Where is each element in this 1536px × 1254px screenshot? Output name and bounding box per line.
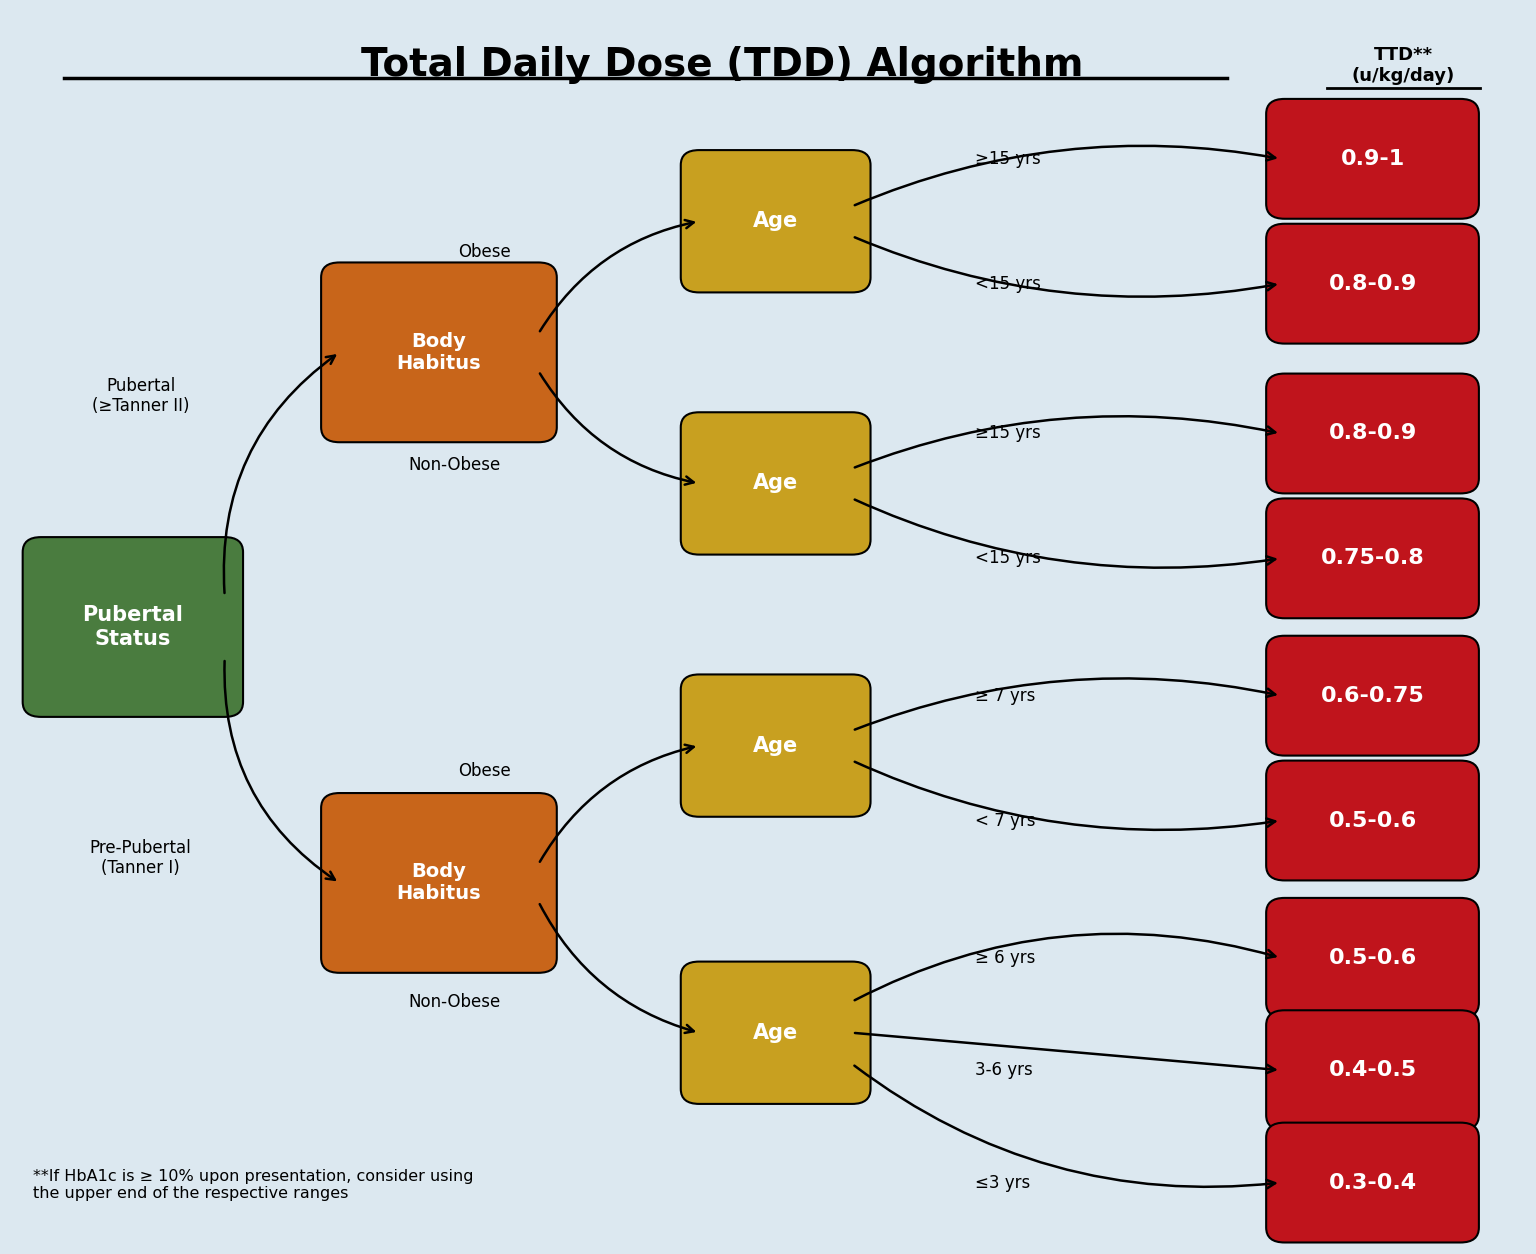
- FancyBboxPatch shape: [1266, 223, 1479, 344]
- FancyBboxPatch shape: [321, 793, 556, 973]
- Text: 0.3-0.4: 0.3-0.4: [1329, 1172, 1416, 1193]
- FancyBboxPatch shape: [1266, 898, 1479, 1018]
- Text: 3-6 yrs: 3-6 yrs: [975, 1061, 1032, 1080]
- Text: TTD**
(u/kg/day): TTD** (u/kg/day): [1352, 46, 1455, 85]
- Text: Age: Age: [753, 211, 799, 231]
- Text: Pubertal
(≥Tanner II): Pubertal (≥Tanner II): [92, 376, 189, 415]
- Text: **If HbA1c is ≥ 10% upon presentation, consider using
the upper end of the respe: **If HbA1c is ≥ 10% upon presentation, c…: [34, 1169, 475, 1201]
- Text: Body
Habitus: Body Habitus: [396, 863, 481, 903]
- Text: ≤3 yrs: ≤3 yrs: [975, 1174, 1029, 1191]
- FancyBboxPatch shape: [1266, 1011, 1479, 1130]
- Text: Age: Age: [753, 736, 799, 756]
- Text: ≥15 yrs: ≥15 yrs: [975, 149, 1040, 168]
- Text: Pre-Pubertal
(Tanner I): Pre-Pubertal (Tanner I): [89, 839, 192, 878]
- Text: Non-Obese: Non-Obese: [409, 455, 501, 474]
- Text: Obese: Obese: [458, 761, 511, 780]
- Text: Obese: Obese: [458, 243, 511, 262]
- FancyBboxPatch shape: [1266, 99, 1479, 218]
- Text: 0.5-0.6: 0.5-0.6: [1329, 948, 1416, 968]
- FancyBboxPatch shape: [1266, 374, 1479, 493]
- Text: 0.6-0.75: 0.6-0.75: [1321, 686, 1424, 706]
- Text: ≥15 yrs: ≥15 yrs: [975, 425, 1040, 443]
- FancyBboxPatch shape: [680, 413, 871, 554]
- Text: Body
Habitus: Body Habitus: [396, 332, 481, 372]
- Text: <15 yrs: <15 yrs: [975, 275, 1040, 292]
- FancyBboxPatch shape: [1266, 1122, 1479, 1243]
- Text: < 7 yrs: < 7 yrs: [975, 811, 1035, 829]
- Text: 0.5-0.6: 0.5-0.6: [1329, 810, 1416, 830]
- Text: Pubertal
Status: Pubertal Status: [83, 606, 183, 648]
- FancyBboxPatch shape: [680, 962, 871, 1104]
- FancyBboxPatch shape: [1266, 761, 1479, 880]
- Text: ≥ 6 yrs: ≥ 6 yrs: [975, 949, 1035, 967]
- Text: Total Daily Dose (TDD) Algorithm: Total Daily Dose (TDD) Algorithm: [361, 46, 1083, 84]
- FancyBboxPatch shape: [23, 537, 243, 717]
- FancyBboxPatch shape: [321, 262, 556, 443]
- FancyBboxPatch shape: [1266, 498, 1479, 618]
- FancyBboxPatch shape: [1266, 636, 1479, 756]
- FancyBboxPatch shape: [680, 675, 871, 816]
- FancyBboxPatch shape: [680, 150, 871, 292]
- Text: Age: Age: [753, 474, 799, 493]
- Text: Non-Obese: Non-Obese: [409, 992, 501, 1011]
- Text: ≥ 7 yrs: ≥ 7 yrs: [975, 687, 1035, 705]
- Text: 0.75-0.8: 0.75-0.8: [1321, 548, 1424, 568]
- Text: Age: Age: [753, 1023, 799, 1043]
- Text: 0.8-0.9: 0.8-0.9: [1329, 424, 1416, 444]
- Text: <15 yrs: <15 yrs: [975, 549, 1040, 567]
- Text: 0.9-1: 0.9-1: [1341, 149, 1404, 169]
- Text: 0.8-0.9: 0.8-0.9: [1329, 273, 1416, 293]
- Text: 0.4-0.5: 0.4-0.5: [1329, 1060, 1416, 1080]
